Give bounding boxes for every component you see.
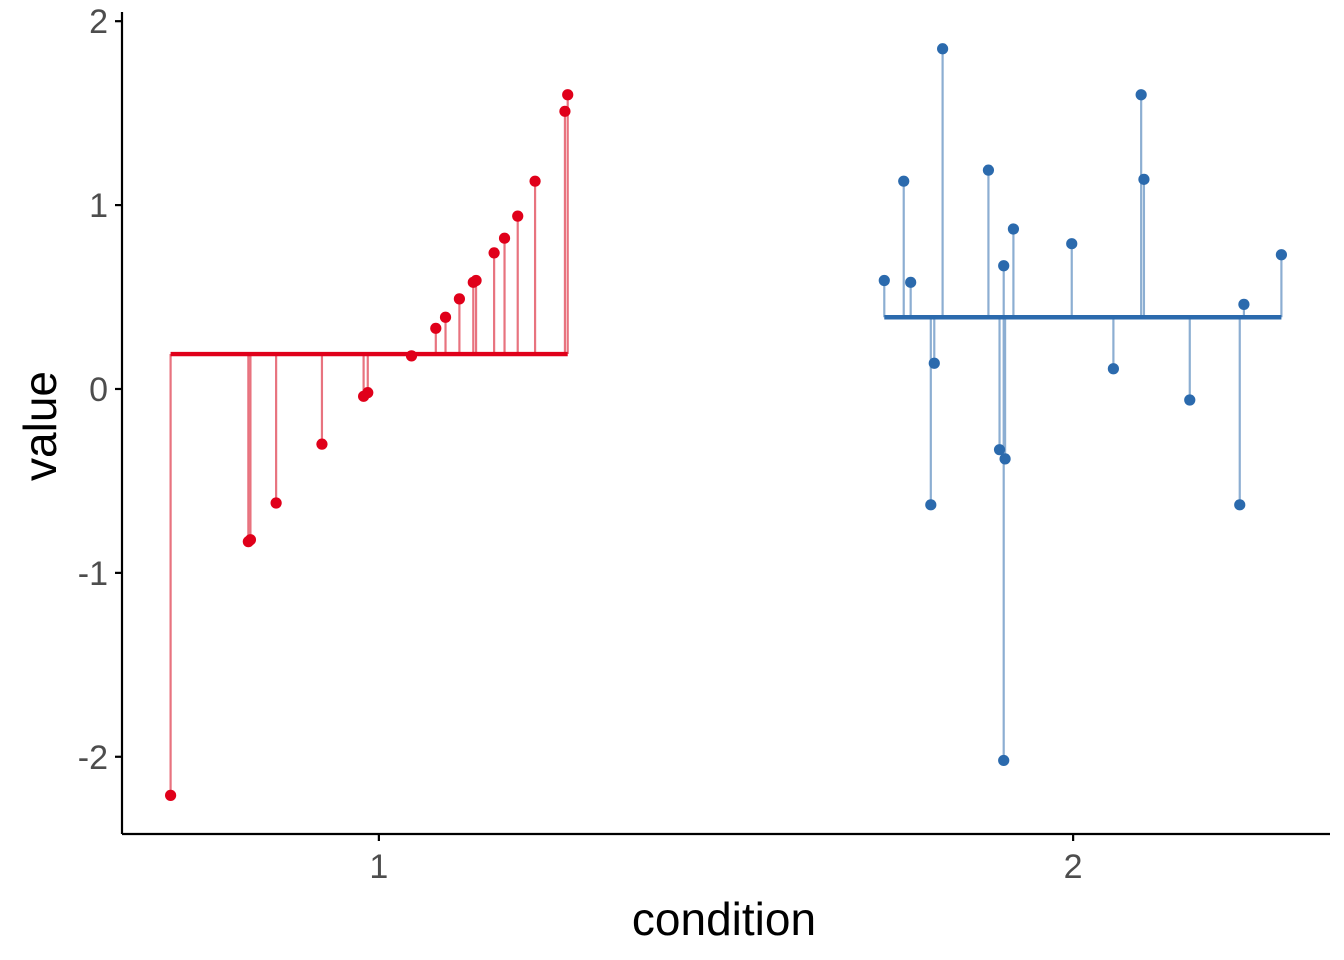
data-point	[405, 350, 418, 362]
data-point	[270, 497, 282, 509]
data-point	[999, 453, 1011, 465]
mean-lines	[170, 315, 1282, 357]
data-point	[1107, 363, 1119, 375]
x-axis-title: condition	[632, 893, 816, 945]
x-tick-label: 1	[369, 848, 388, 886]
data-point	[898, 175, 910, 187]
y-tick-label: -1	[78, 555, 108, 593]
stem-lines	[169, 48, 1283, 796]
y-axis-title: value	[14, 371, 66, 481]
data-point	[488, 247, 500, 259]
y-tick-label: 2	[89, 3, 108, 41]
data-point	[878, 274, 890, 287]
data-point	[1238, 298, 1250, 310]
data-point	[1135, 89, 1147, 101]
data-point	[998, 754, 1010, 767]
data-point	[512, 210, 524, 222]
data-point	[316, 438, 328, 450]
data-point	[925, 499, 937, 511]
data-point	[993, 444, 1006, 456]
data-point	[362, 387, 374, 399]
data-point	[928, 357, 940, 369]
data-point	[1184, 394, 1196, 406]
data-point	[1007, 223, 1020, 235]
y-axis-ticks: -2 -1 0 1 2	[78, 3, 122, 777]
y-tick-label: -2	[78, 739, 108, 777]
data-point	[244, 534, 257, 546]
data-point	[998, 260, 1010, 272]
data-point	[982, 164, 995, 176]
y-tick-label: 1	[89, 187, 108, 225]
y-tick-label: 0	[89, 371, 108, 409]
data-point	[164, 789, 177, 801]
data-point	[470, 274, 482, 287]
data-point	[1234, 499, 1246, 511]
x-tick-label: 2	[1064, 848, 1083, 886]
data-point	[529, 175, 541, 187]
data-point	[439, 311, 452, 323]
data-point	[453, 293, 466, 305]
data-point	[430, 322, 442, 334]
data-point	[1066, 238, 1078, 250]
data-point	[498, 232, 511, 244]
data-point	[562, 89, 574, 101]
data-point	[937, 43, 949, 55]
data-point	[1275, 249, 1288, 261]
data-point	[1138, 173, 1150, 185]
data-points	[164, 43, 1288, 801]
data-point	[559, 105, 571, 117]
data-point	[905, 276, 917, 288]
